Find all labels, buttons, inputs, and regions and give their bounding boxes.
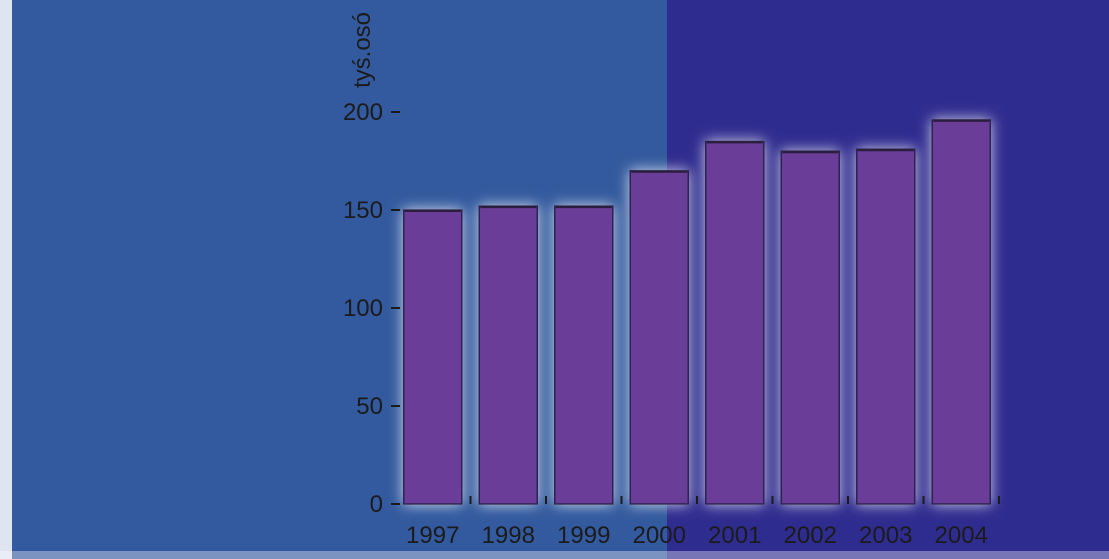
x-tick-label: 1998 xyxy=(482,522,535,549)
x-tick-label: 2002 xyxy=(784,522,837,549)
bar xyxy=(554,205,614,505)
y-tick-label: 100 xyxy=(343,295,383,322)
y-tick-label: 150 xyxy=(343,197,383,224)
bar xyxy=(931,119,991,505)
x-tick-label: 2001 xyxy=(708,522,761,549)
x-tick-label: 2004 xyxy=(935,522,988,549)
y-tick-label: 0 xyxy=(370,491,383,518)
bar xyxy=(780,150,840,505)
bar xyxy=(705,140,765,505)
bar xyxy=(629,170,689,505)
x-tick-label: 1999 xyxy=(557,522,610,549)
y-axis-label-group: tyś.osó xyxy=(349,12,376,88)
y-tick-label: 50 xyxy=(356,393,383,420)
x-tick-label: 1997 xyxy=(406,522,459,549)
bar xyxy=(478,205,538,505)
chart-ticks: 0 50 100 150 200 1997 1998 1999 2000 2001 2002 2003… xyxy=(343,99,1000,549)
y-tick-label: 200 xyxy=(343,99,383,126)
left-edge-highlight xyxy=(0,0,12,559)
bottom-edge-highlight xyxy=(0,551,1109,559)
bar xyxy=(856,148,916,505)
x-tick-label: 2003 xyxy=(859,522,912,549)
bar xyxy=(403,209,463,505)
x-tick-label: 2000 xyxy=(633,522,686,549)
chart-bars xyxy=(403,119,991,505)
y-axis-label: tyś.osó xyxy=(349,12,376,88)
